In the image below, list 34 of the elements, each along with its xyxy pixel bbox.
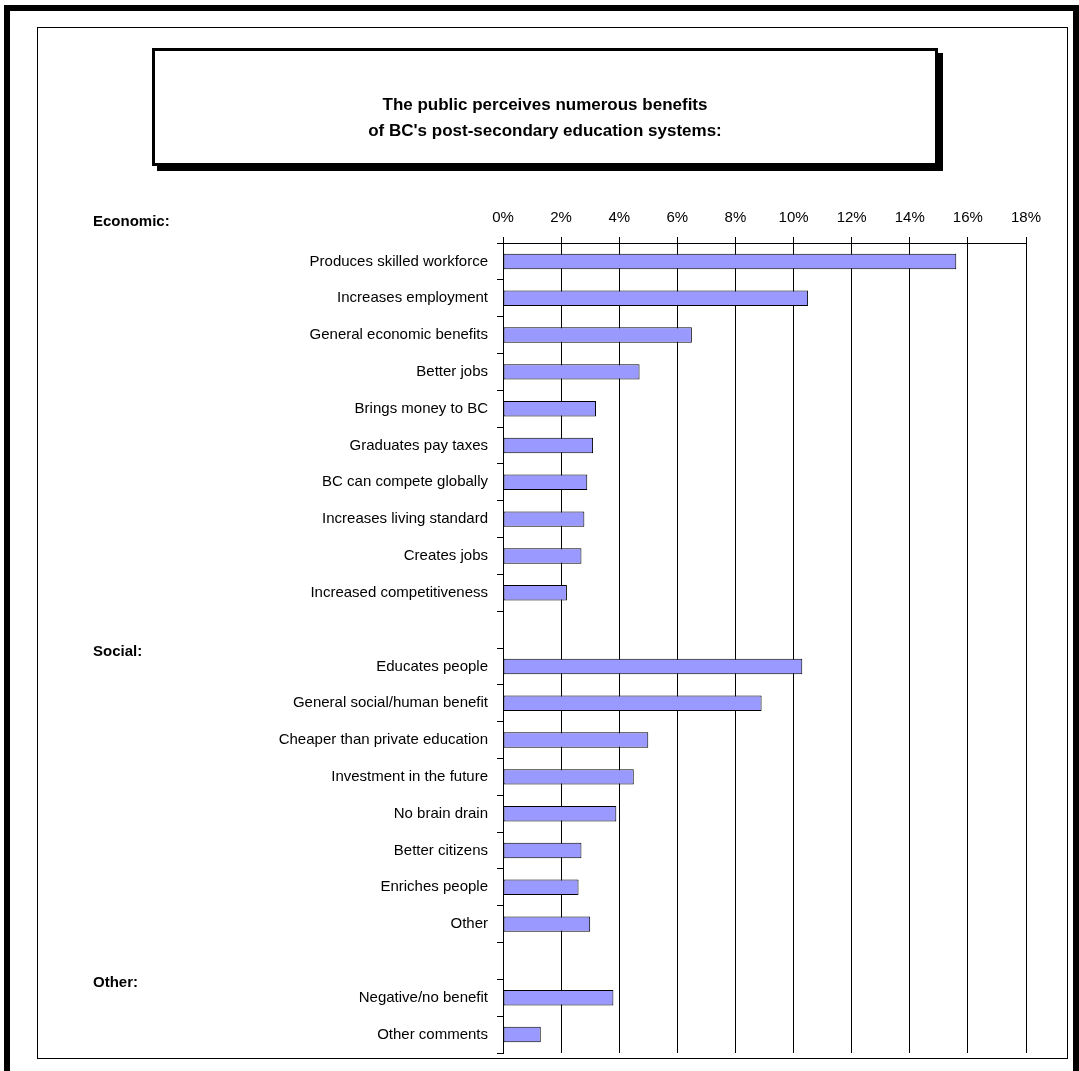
y-tick-label: Better jobs [416, 362, 488, 379]
y-tick-label: General economic benefits [309, 325, 488, 343]
y-tick-label: Educates people [376, 656, 488, 674]
x-tick-label: 12% [836, 208, 867, 226]
x-tick-label: 6% [666, 208, 689, 226]
x-tick-label: 2% [550, 208, 572, 226]
x-tick-label: 14% [894, 208, 925, 226]
y-tick-label: Increased competitiveness [310, 582, 488, 600]
y-tick-label: BC can compete globally [322, 472, 489, 490]
y-tick-label: Other comments [377, 1024, 488, 1042]
x-tick-label: 16% [952, 208, 983, 226]
y-tick-label: Investment in the future [331, 767, 488, 784]
y-tick-label: Increases living standard [322, 509, 488, 527]
text: Social: [93, 641, 143, 659]
y-tick-label: Other [450, 914, 488, 932]
y-tick-label: Cheaper than private education [278, 730, 488, 748]
text: Other: [93, 973, 138, 991]
y-tick-label: Increases employment [337, 288, 489, 306]
x-tick-label: 4% [608, 208, 631, 226]
y-tick-label: Brings money to BC [354, 398, 489, 416]
y-tick-label: Creates jobs [403, 546, 488, 564]
text: Economic: [93, 212, 170, 230]
y-tick-label: General social/human benefit [292, 693, 489, 711]
y-tick-label: No brain drain [393, 803, 488, 821]
y-tick-label: Graduates pay taxes [349, 435, 488, 453]
x-tick-label: 8% [724, 208, 747, 226]
y-tick-label: Better citizens [393, 840, 488, 858]
y-tick-label: Produces skilled workforce [309, 251, 488, 269]
y-tick-label: Enriches people [380, 877, 488, 895]
x-tick-label: 0% [492, 208, 514, 226]
x-tick-label: 10% [778, 208, 809, 226]
chart-title: The public perceives numerous benefits of BC's post-secondary education systems: [367, 94, 723, 142]
y-tick-label: Negative/no benefit [358, 987, 489, 1005]
x-tick-label: 18% [1010, 208, 1042, 226]
